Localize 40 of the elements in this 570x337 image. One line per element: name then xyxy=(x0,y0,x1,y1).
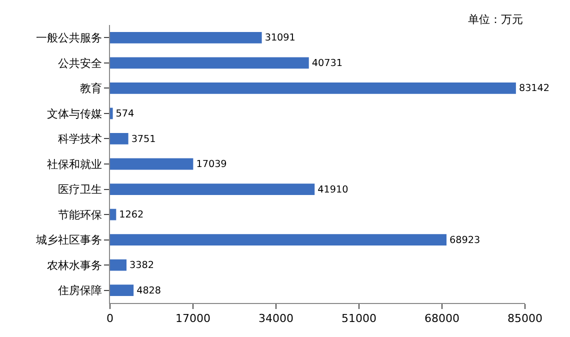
data-label: 3382 xyxy=(130,260,154,272)
data-label: 41910 xyxy=(318,184,348,196)
data-label: 40731 xyxy=(312,58,342,69)
bar xyxy=(110,32,262,44)
y-tick-label: 公共安全 xyxy=(58,56,102,70)
x-tick-label: 34000 xyxy=(258,312,294,326)
data-label: 17039 xyxy=(196,159,227,170)
data-label: 83142 xyxy=(518,83,550,94)
y-tick-label: 科学技术 xyxy=(58,132,102,146)
y-tick-label: 文体与传媒 xyxy=(46,107,102,120)
data-label: 3751 xyxy=(131,134,156,145)
bar xyxy=(110,82,516,94)
data-label: 4828 xyxy=(136,285,162,296)
bar xyxy=(110,284,134,296)
bar xyxy=(110,259,127,271)
x-tick-label: 85000 xyxy=(508,312,542,326)
x-tick-label: 51000 xyxy=(342,312,376,326)
y-tick-label: 城乡社区事务 xyxy=(34,234,102,247)
y-tick-label: 医疗卫生 xyxy=(58,183,102,196)
data-label: 1262 xyxy=(119,210,144,221)
x-tick-label: 0 xyxy=(106,312,114,326)
bar xyxy=(110,208,116,220)
bar xyxy=(110,234,447,246)
annotation: 单位：万元 xyxy=(468,13,523,26)
y-tick-label: 节能环保 xyxy=(58,208,102,222)
bar xyxy=(110,133,128,144)
data-label: 68923 xyxy=(450,234,480,246)
x-tick-label: 68000 xyxy=(424,312,460,326)
bar xyxy=(110,158,194,170)
y-tick-label: 社保和就业 xyxy=(46,158,102,171)
y-tick-label: 住房保障 xyxy=(58,284,102,298)
x-tick-label: 17000 xyxy=(176,312,210,326)
bar xyxy=(110,108,113,120)
bar xyxy=(110,184,315,195)
y-tick-label: 农林水事务 xyxy=(46,258,102,272)
y-tick-label: 教育 xyxy=(80,82,102,96)
bar xyxy=(110,57,309,69)
data-label: 574 xyxy=(116,108,134,120)
data-label: 31091 xyxy=(264,32,296,44)
y-tick-label: 一般公共服务 xyxy=(36,31,102,44)
